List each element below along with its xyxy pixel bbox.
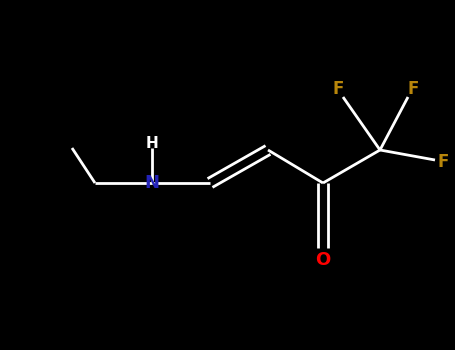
Text: F: F <box>407 80 419 98</box>
Text: F: F <box>332 80 344 98</box>
Text: H: H <box>146 135 158 150</box>
Text: F: F <box>437 153 449 171</box>
Text: O: O <box>315 251 331 269</box>
Text: N: N <box>145 174 160 192</box>
